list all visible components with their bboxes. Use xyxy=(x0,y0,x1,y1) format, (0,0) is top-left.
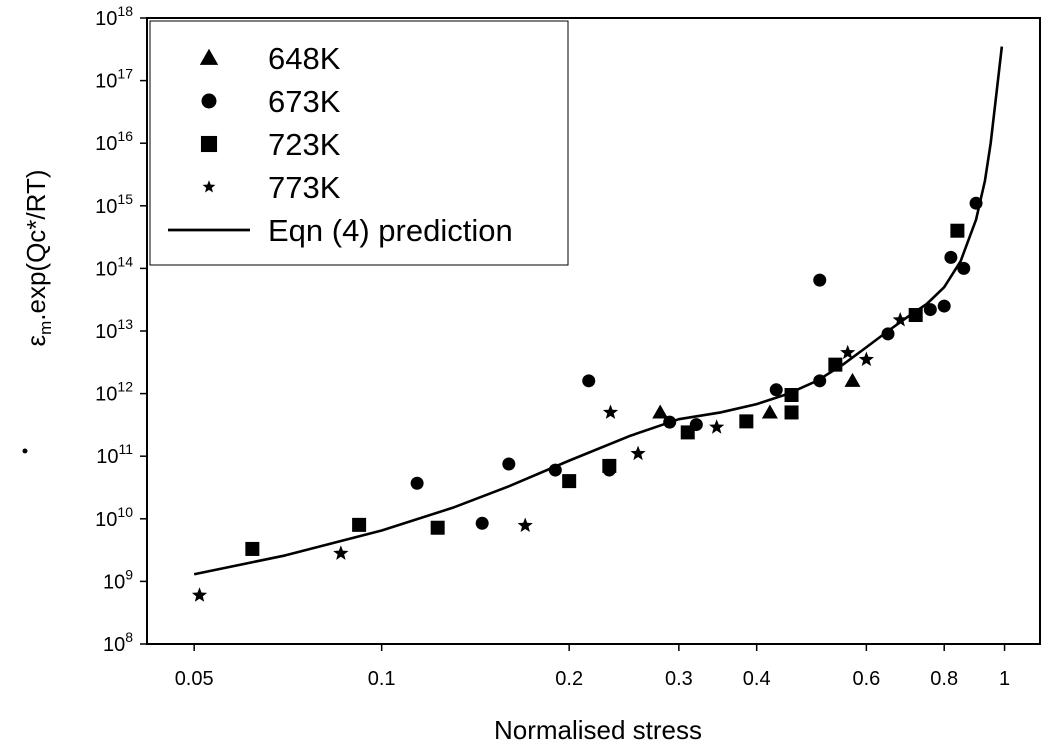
x-tick-label: 0.8 xyxy=(930,668,958,690)
data-point-673k xyxy=(475,516,489,530)
data-point-673k xyxy=(969,196,983,210)
legend-entry-773k: 773K xyxy=(202,170,341,205)
legend-label-723k: 723K xyxy=(268,127,341,162)
data-point-673k xyxy=(957,261,971,275)
data-point-723k xyxy=(784,387,799,402)
x-axis-title: Normalised stress xyxy=(494,715,702,745)
x-tick-label: 0.1 xyxy=(368,668,396,690)
y-tick-label: 108 xyxy=(103,629,133,656)
data-point-773k xyxy=(858,351,874,367)
y-axis-title: εm.exp(Qc*/RT) • xyxy=(15,170,55,455)
data-point-723k xyxy=(562,474,577,489)
legend-marker-723k xyxy=(200,135,218,153)
y-tick-label: 1011 xyxy=(96,441,133,468)
y-tick-label: 1014 xyxy=(95,253,133,280)
legend-entry-eqn-4-prediction: Eqn (4) prediction xyxy=(168,213,513,248)
legend-marker-773k xyxy=(202,180,216,193)
data-point-673k xyxy=(937,299,951,313)
data-point-773k xyxy=(840,344,856,360)
data-point-673k xyxy=(663,415,677,429)
data-point-773k xyxy=(333,545,349,560)
data-point-723k xyxy=(352,517,367,532)
y-tick-label: 109 xyxy=(103,566,133,593)
prediction-curve-layer xyxy=(193,46,1004,576)
y-tick-label: 1016 xyxy=(95,128,133,155)
legend-label-eqn-4-prediction: Eqn (4) prediction xyxy=(268,213,513,248)
data-point-723k xyxy=(950,223,965,238)
x-axis-ticks: 0.05 0.1 0.2 0.3 0.4 0.6 0.8 1 xyxy=(175,644,1010,690)
legend-box xyxy=(149,20,569,266)
data-point-723k xyxy=(784,405,799,420)
x-tick-label: 0.4 xyxy=(743,668,771,690)
x-tick-label: 0.6 xyxy=(852,668,880,690)
y-tick-label: 1015 xyxy=(95,191,133,218)
y-axis-ticks: 108 109 1010 1011 1012 1013 1014 1015 1016 1017 10… xyxy=(95,3,147,656)
y-axis-title-text: εm.exp(Qc*/RT) xyxy=(21,170,55,347)
data-point-673k xyxy=(502,457,516,471)
data-markers xyxy=(191,196,983,602)
data-point-673k xyxy=(881,327,895,341)
data-point-723k xyxy=(430,520,445,535)
legend-marker-673k xyxy=(201,93,217,109)
x-tick-label: 0.2 xyxy=(555,668,583,690)
data-point-673k xyxy=(813,273,827,287)
legend-marker-648k xyxy=(199,48,219,65)
legend-entries: 648K 673K 723K 773K Eqn (4) prediction xyxy=(168,41,513,248)
legend-entry-673k: 673K xyxy=(201,84,341,119)
y-tick-label: 1017 xyxy=(95,66,133,93)
data-point-648k xyxy=(652,404,669,419)
data-point-723k xyxy=(602,458,617,473)
data-point-773k xyxy=(191,587,208,602)
legend: 648K 673K 723K 773K Eqn (4) prediction xyxy=(149,20,569,266)
x-tick-label: 0.05 xyxy=(175,668,214,690)
data-point-673k xyxy=(944,250,958,264)
series-648k xyxy=(652,372,861,419)
data-point-673k xyxy=(548,463,562,477)
y-tick-label: 1013 xyxy=(95,316,133,343)
y-axis-title-dot: • xyxy=(15,448,35,454)
data-point-723k xyxy=(908,308,923,323)
data-point-673k xyxy=(410,476,424,490)
data-point-773k xyxy=(630,445,646,461)
legend-label-648k: 648K xyxy=(268,41,341,76)
series-723k xyxy=(245,223,965,556)
x-tick-label: 0.3 xyxy=(665,668,693,690)
y-tick-label: 1018 xyxy=(95,3,133,30)
y-tick-label: 1012 xyxy=(95,379,133,406)
data-point-723k xyxy=(739,414,754,429)
series-line-eqn-4-prediction xyxy=(193,46,1004,576)
data-point-723k xyxy=(680,425,695,440)
data-point-648k xyxy=(844,372,861,387)
y-tick-label: 1010 xyxy=(95,504,133,531)
data-point-648k xyxy=(761,404,778,419)
data-point-673k xyxy=(582,374,596,388)
data-point-673k xyxy=(769,383,783,397)
legend-entry-723k: 723K xyxy=(200,127,341,162)
data-point-773k xyxy=(602,404,619,419)
data-point-773k xyxy=(517,517,533,533)
series-773k xyxy=(191,311,908,602)
y-axis-title-rest: .exp(Qc*/RT) xyxy=(21,170,51,321)
legend-label-773k: 773K xyxy=(268,170,341,205)
x-tick-label: 1 xyxy=(999,668,1010,690)
legend-label-673k: 673K xyxy=(268,84,341,119)
data-point-773k xyxy=(892,311,908,327)
y-axis-title-subscript: m xyxy=(36,321,55,335)
data-point-723k xyxy=(828,357,843,372)
y-axis-title-base: ε xyxy=(21,334,51,346)
data-point-773k xyxy=(709,419,725,434)
data-point-673k xyxy=(923,303,937,317)
data-point-723k xyxy=(245,541,260,556)
legend-entry-648k: 648K xyxy=(199,41,341,76)
data-point-673k xyxy=(813,374,827,388)
